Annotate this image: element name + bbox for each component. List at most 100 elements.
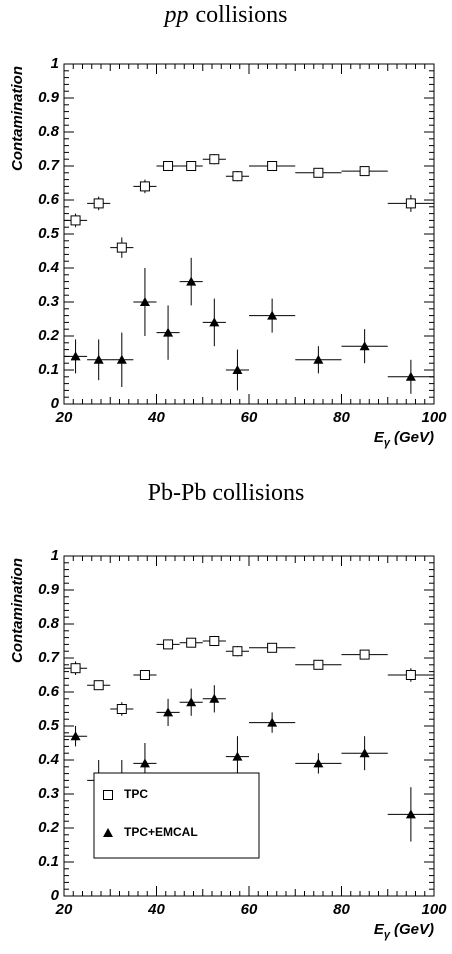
y-axis-label: Contamination (9, 558, 26, 663)
y-tick-label: 0.9 (38, 89, 60, 106)
marker (116, 704, 127, 714)
y-tick-label: 0.1 (38, 853, 59, 870)
marker (139, 670, 150, 680)
y-tick-label: 0.4 (38, 259, 60, 276)
marker (139, 297, 150, 306)
y-tick-label: 1 (51, 547, 59, 564)
marker (267, 161, 278, 171)
y-tick-label: 0.9 (38, 581, 60, 598)
y-tick-label: 0.7 (38, 157, 60, 174)
marker (93, 198, 104, 209)
x-axis-label: Eγ (GeV) (374, 429, 434, 449)
marker (267, 717, 278, 727)
x-tick-label: 40 (147, 901, 165, 918)
marker (139, 758, 150, 768)
x-tick-label: 100 (421, 901, 447, 918)
x-label-unit: (GeV) (394, 429, 434, 446)
y-tick-label: 0.4 (38, 751, 60, 768)
y-tick-label: 0.2 (38, 819, 60, 836)
x-tick-label: 80 (333, 409, 350, 426)
title-text: collisions (195, 2, 287, 28)
x-tick-label: 100 (421, 409, 447, 426)
x-tick-label: 20 (55, 409, 73, 426)
y-tick-label: 0.7 (38, 649, 60, 666)
marker (405, 371, 416, 381)
marker (209, 154, 220, 165)
marker (70, 215, 81, 226)
marker (313, 758, 324, 768)
y-axis-label: Contamination (9, 66, 26, 171)
marker (313, 354, 324, 364)
marker (232, 365, 243, 374)
chart-title: pp collisions (162, 2, 287, 28)
marker (209, 636, 220, 646)
marker (186, 276, 197, 286)
x-label-main: E (374, 429, 385, 446)
marker (313, 167, 324, 178)
y-tick-label: 0.8 (38, 615, 60, 632)
marker (405, 670, 416, 680)
chart: Pb-Pb collisions 0 0.1 0.2 0.3 0.4 0.5 0.6 0.7 0.… (9, 480, 447, 941)
marker (70, 663, 81, 674)
y-tick-label: 0.6 (38, 191, 60, 208)
legend-box (93, 772, 260, 859)
chart-title: Pb-Pb collisions (148, 480, 305, 506)
marker (405, 809, 416, 819)
y-tick-label: 0.5 (38, 225, 60, 242)
title-em: pp (162, 2, 188, 28)
marker (232, 171, 243, 182)
marker (232, 751, 243, 761)
marker (209, 317, 220, 327)
marker (116, 354, 127, 364)
plot-frame (63, 63, 435, 405)
marker (186, 637, 197, 648)
marker (163, 707, 174, 717)
y-tick-label: 0.6 (38, 683, 60, 700)
x-tick-label: 40 (147, 409, 165, 426)
legend-label: TPC+EMCAL (124, 825, 198, 839)
y-tick-label: 0 (51, 395, 60, 412)
title-text: Pb-Pb collisions (148, 480, 305, 506)
x-axis-label: Eγ (GeV) (374, 921, 434, 941)
marker (313, 659, 324, 670)
marker (405, 198, 416, 209)
marker (116, 242, 127, 253)
y-tick-label: 0.8 (38, 123, 60, 140)
legend-marker (103, 828, 113, 837)
marker (267, 642, 278, 653)
marker (163, 161, 174, 171)
marker (93, 680, 104, 691)
legend-marker (103, 790, 113, 800)
marker (359, 341, 370, 351)
x-tick-label: 20 (55, 901, 73, 918)
marker (267, 310, 278, 320)
x-label-main: E (374, 921, 385, 938)
x-tick-label: 80 (333, 901, 350, 918)
x-label-sub: γ (384, 929, 391, 941)
chart: pp collisions 0 0.1 0.2 0.3 0.4 0.5 0.6 0.7 0.8 0.9… (9, 2, 447, 449)
legend: TPC TPC+EMCAL (93, 772, 260, 859)
marker (70, 731, 81, 741)
x-label-unit: (GeV) (394, 921, 434, 938)
marker (209, 693, 220, 703)
x-label-sub: γ (384, 437, 391, 449)
marker (139, 181, 150, 192)
legend-label: TPC (124, 787, 148, 801)
marker (163, 327, 174, 337)
marker (163, 639, 174, 650)
y-tick-label: 1 (51, 55, 59, 72)
x-tick-label: 60 (241, 409, 258, 426)
marker (70, 351, 81, 361)
y-tick-label: 0.3 (38, 293, 60, 310)
y-tick-label: 0.2 (38, 327, 60, 344)
y-tick-label: 0.3 (38, 785, 60, 802)
marker (359, 748, 370, 758)
y-tick-label: 0.5 (38, 717, 60, 734)
marker (93, 354, 104, 364)
marker (186, 697, 197, 707)
marker (232, 646, 243, 657)
y-tick-label: 0.1 (38, 361, 59, 378)
y-tick-label: 0 (51, 887, 60, 904)
x-tick-label: 60 (241, 901, 258, 918)
marker (359, 649, 370, 660)
